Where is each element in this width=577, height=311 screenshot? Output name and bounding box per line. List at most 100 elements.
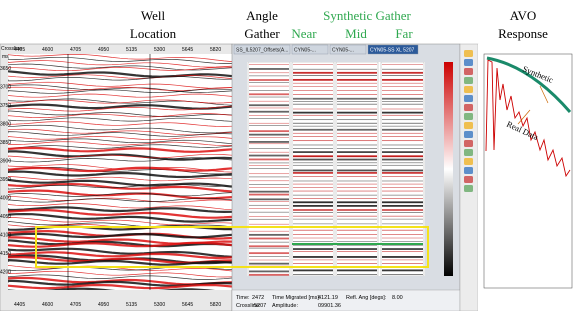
trace-band (382, 159, 423, 161)
header-line: Gather (244, 26, 280, 41)
trace-band (337, 129, 377, 131)
trace-band (337, 198, 377, 199)
trace-band (293, 83, 333, 84)
trace-band (293, 64, 333, 65)
y-tick-label: 4050 (0, 214, 11, 220)
trace-band (337, 69, 377, 70)
trace-band (382, 109, 423, 110)
x-tick-label: 4950 (98, 302, 109, 308)
trace-band (249, 108, 289, 109)
trace-band (293, 219, 333, 220)
trace-band (293, 170, 333, 172)
tool-icon (464, 122, 473, 129)
trace-band (293, 187, 333, 188)
gather-traces (248, 62, 424, 278)
trace-band (249, 125, 289, 126)
trace-band (249, 79, 289, 81)
trace-band (249, 231, 289, 232)
trace-band (382, 209, 423, 211)
trace-band (249, 111, 289, 113)
trace-band (293, 90, 333, 91)
status-text: Time: (236, 295, 250, 301)
trace-band (382, 248, 423, 250)
trace-band (337, 83, 377, 84)
synthetic-near: Near (291, 26, 317, 41)
trace-band (337, 184, 377, 185)
trace-band (337, 248, 377, 250)
trace-band (382, 187, 423, 188)
y-tick-label: 4150 (0, 251, 11, 257)
trace-band (337, 115, 377, 116)
trace-band (249, 248, 289, 249)
tab-label: CYN05-... (332, 48, 354, 54)
x-tick-label: 5135 (126, 47, 137, 53)
figure: Well Location Angle Gather Synthetic Gat… (0, 0, 577, 311)
trace-band (337, 209, 377, 211)
trace-band (293, 129, 333, 131)
tool-icon (464, 95, 473, 102)
trace-band (337, 72, 377, 74)
trace-band (382, 140, 423, 141)
trace-band (337, 195, 377, 196)
trace-band (249, 86, 289, 87)
trace-band (249, 152, 289, 153)
trace-band (382, 205, 423, 207)
trace-band (337, 112, 377, 114)
synthetic-mid: Mid (345, 26, 367, 41)
trace-band (293, 198, 333, 199)
trace-band (293, 86, 333, 87)
tabs: SS_IL5207_Offsets(A...CYN05-...CYN05-...… (234, 45, 418, 54)
axis-unit: ms (2, 54, 9, 60)
trace-band (382, 115, 423, 116)
trace-band (293, 260, 333, 261)
trace-band (382, 251, 423, 252)
trace-band (337, 145, 377, 146)
trace-band (249, 242, 289, 243)
trace-band (382, 98, 423, 100)
y-tick-label: 3650 (0, 66, 11, 72)
trace-band (382, 136, 423, 137)
synthetic-title: Synthetic Gather (323, 8, 411, 23)
trace-band (337, 151, 377, 153)
x-tick-label: 4705 (70, 302, 81, 308)
trace-band (337, 269, 377, 271)
trace-band (293, 216, 333, 217)
trace-band (382, 172, 423, 174)
x-tick-label: 5300 (154, 47, 165, 53)
tool-icon (464, 140, 473, 147)
trace-band (249, 134, 289, 136)
trace-band (293, 123, 333, 124)
trace-band (337, 191, 377, 192)
trace-band (293, 191, 333, 192)
trace-band (249, 165, 289, 166)
trace-band (337, 148, 377, 149)
trace-band (249, 68, 289, 70)
trace-band (293, 151, 333, 153)
trace-band (293, 101, 333, 102)
trace-band (249, 245, 289, 247)
trace-band (293, 79, 333, 81)
trace-band (249, 137, 289, 138)
trace-band (249, 82, 289, 83)
trace-band (249, 93, 289, 95)
x-tick-label: 4950 (98, 47, 109, 53)
status-text: Time Migrated [ms]: (272, 295, 321, 301)
trace-band (293, 115, 333, 116)
trace-band (382, 224, 423, 225)
trace-band (249, 234, 289, 236)
trace-band (382, 181, 423, 182)
trace-band (293, 176, 333, 177)
trace-band (382, 101, 423, 102)
trace-band (249, 123, 289, 124)
trace-band (293, 72, 333, 74)
trace-band (382, 176, 423, 177)
trace-band (382, 241, 423, 242)
trace-band (293, 159, 333, 161)
trace-band (382, 69, 423, 70)
trace-band (337, 90, 377, 91)
y-tick-label: 3800 (0, 122, 11, 128)
trace-band (382, 238, 423, 239)
status-text: Refl. Ang [degs]: (346, 295, 387, 301)
header-line: Angle (246, 8, 278, 23)
trace-band (293, 201, 333, 203)
